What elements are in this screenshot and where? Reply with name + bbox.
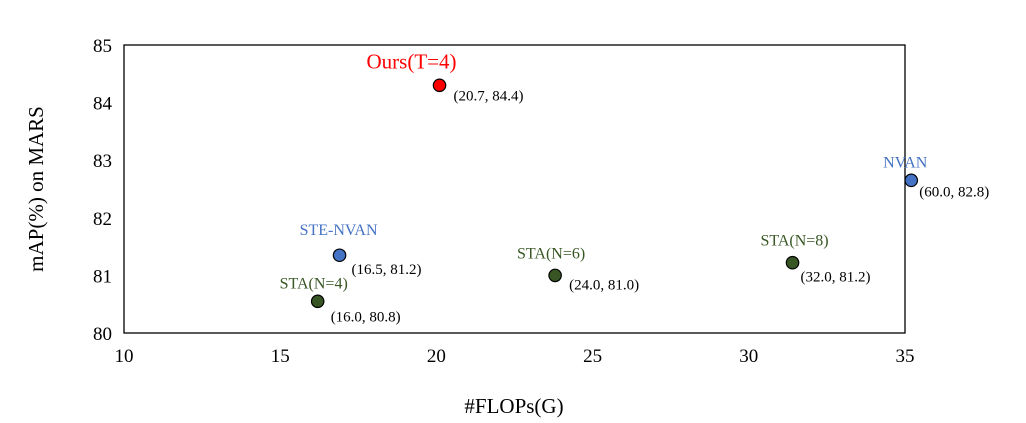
data-point-ste-nvan	[332, 248, 347, 263]
point-name-label: Ours(T=4)	[367, 49, 457, 73]
y-tick-label: 82	[93, 209, 112, 230]
data-point-sta-n-4	[310, 294, 325, 309]
y-axis-title: mAP(%) on MARS	[24, 106, 48, 272]
data-point-sta-n-8	[785, 255, 800, 270]
x-tick-label: 25	[583, 346, 602, 367]
y-tick-label: 81	[93, 266, 112, 287]
data-point-ours-t-4	[432, 78, 447, 93]
data-point-sta-n-6	[548, 268, 562, 283]
point-value-label: (60.0, 82.8)	[919, 184, 989, 200]
y-tick-label: 85	[93, 36, 112, 57]
x-tick-label: 35	[896, 346, 915, 367]
point-name-label: STA(N=6)	[517, 245, 585, 262]
point-name-label: NVAN	[883, 154, 928, 171]
point-name-label: STA(N=4)	[280, 275, 348, 292]
point-value-label: (32.0, 81.2)	[801, 270, 871, 286]
point-value-label: (24.0, 81.0)	[569, 277, 639, 293]
point-value-label: (16.0, 80.8)	[331, 309, 401, 325]
x-tick-label: 10	[115, 346, 134, 367]
x-tick-label: 15	[271, 346, 290, 367]
point-name-label: STA(N=8)	[760, 233, 828, 250]
x-axis-title: #FLOPs(G)	[464, 394, 563, 418]
y-tick-label: 80	[93, 324, 112, 345]
y-tick-label: 83	[93, 151, 112, 172]
y-tick-label: 84	[93, 94, 113, 115]
point-value-label: (16.5, 81.2)	[352, 262, 422, 278]
point-value-label: (20.7, 84.4)	[454, 88, 524, 104]
plot-area-frame	[123, 44, 906, 334]
x-tick-label: 30	[739, 346, 758, 367]
data-point-nvan	[904, 173, 919, 188]
point-name-label: STE-NVAN	[300, 222, 378, 239]
x-tick-label: 20	[427, 346, 446, 367]
